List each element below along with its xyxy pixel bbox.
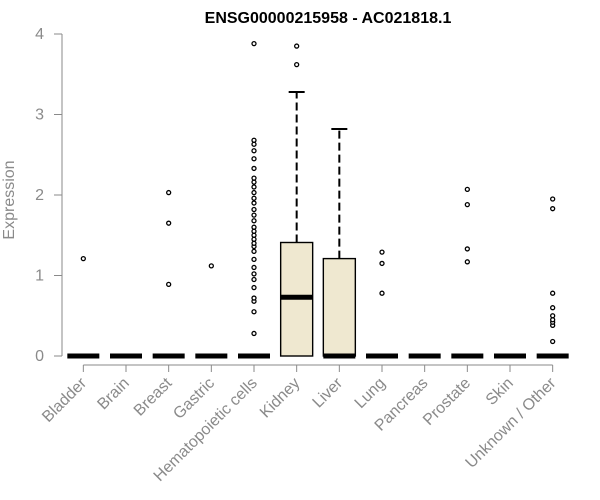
x-tick-label: Bladder bbox=[39, 374, 90, 425]
box-group bbox=[238, 41, 270, 359]
outlier-point bbox=[251, 184, 257, 190]
outlier-point bbox=[251, 137, 257, 143]
outlier-point bbox=[464, 202, 470, 208]
outlier-point bbox=[379, 290, 385, 296]
outlier-point bbox=[251, 175, 257, 181]
y-tick-label: 3 bbox=[35, 107, 44, 124]
x-tick-label: Liver bbox=[310, 374, 347, 411]
outlier-point bbox=[166, 281, 172, 288]
outlier-point bbox=[464, 186, 470, 193]
x-tick-label: Lung bbox=[352, 375, 389, 412]
outlier-point bbox=[550, 290, 556, 296]
box-group bbox=[152, 189, 185, 359]
y-axis: 0 1 2 3 4 bbox=[35, 26, 63, 365]
box-group bbox=[451, 186, 484, 359]
outlier-point bbox=[208, 263, 214, 269]
outlier-point bbox=[379, 260, 385, 267]
box-group bbox=[536, 196, 569, 359]
outlier-point bbox=[550, 338, 556, 345]
box-group bbox=[67, 255, 100, 359]
outlier-point bbox=[251, 165, 257, 172]
outlier-point bbox=[251, 148, 257, 154]
y-tick-label: 2 bbox=[35, 187, 44, 204]
x-tick-label: Brain bbox=[94, 375, 132, 413]
box-group bbox=[322, 127, 357, 359]
chart-title: ENSG00000215958 - AC021818.1 bbox=[205, 10, 452, 27]
outlier-point bbox=[464, 246, 470, 252]
box-group bbox=[195, 263, 228, 359]
y-axis-label: Expression bbox=[1, 160, 18, 239]
box-group bbox=[366, 249, 398, 359]
outlier-point bbox=[464, 259, 470, 265]
outlier-point bbox=[251, 309, 257, 315]
y-tick-label: 4 bbox=[35, 26, 44, 43]
outlier-point bbox=[251, 195, 257, 201]
outlier-point bbox=[251, 276, 257, 283]
outlier-point bbox=[251, 218, 257, 224]
outlier-point bbox=[294, 61, 300, 68]
outlier-point bbox=[166, 220, 172, 226]
x-tick-label: Breast bbox=[131, 374, 176, 419]
outlier-point bbox=[251, 295, 257, 301]
x-tick-label: Kidney bbox=[257, 375, 304, 422]
outlier-point bbox=[251, 200, 257, 206]
outlier-point bbox=[251, 189, 257, 196]
outlier-point bbox=[251, 264, 257, 271]
outlier-point bbox=[251, 206, 257, 213]
y-tick-label: 1 bbox=[35, 268, 44, 285]
outlier-point bbox=[251, 256, 257, 263]
outlier-point bbox=[294, 43, 300, 49]
outlier-point bbox=[379, 249, 385, 255]
outlier-point bbox=[251, 284, 257, 291]
outlier-point bbox=[550, 313, 556, 319]
y-tick-label: 0 bbox=[35, 348, 44, 365]
outlier-point bbox=[251, 330, 257, 337]
box-series bbox=[67, 41, 569, 359]
box-group bbox=[279, 43, 314, 357]
outlier-point bbox=[550, 196, 556, 202]
outlier-point bbox=[251, 224, 257, 230]
outlier-point bbox=[550, 305, 556, 311]
outlier-point bbox=[550, 206, 556, 212]
outlier-point bbox=[251, 41, 257, 47]
outlier-point bbox=[251, 156, 257, 162]
outlier-point bbox=[251, 271, 257, 277]
x-tick-label: Prostate bbox=[420, 375, 474, 429]
outlier-point bbox=[251, 212, 257, 218]
outlier-point bbox=[166, 189, 172, 196]
x-tick-label: Skin bbox=[483, 375, 517, 409]
box bbox=[322, 257, 357, 357]
outlier-point bbox=[80, 255, 86, 262]
outlier-point bbox=[251, 248, 257, 255]
